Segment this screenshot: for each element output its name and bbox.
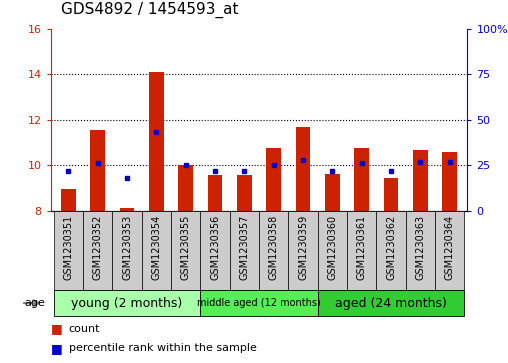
Bar (201, 211, 230, 290)
Bar (230, 211, 259, 290)
Text: GSM1230360: GSM1230360 (328, 215, 337, 280)
Bar (435, 211, 464, 290)
Text: ■: ■ (51, 322, 62, 335)
Bar (318, 211, 347, 290)
Text: GSM1230362: GSM1230362 (386, 215, 396, 280)
Text: GSM1230357: GSM1230357 (239, 215, 249, 280)
Bar (266, 148, 281, 211)
Bar (259, 211, 289, 290)
Bar (90, 130, 105, 211)
Text: young (2 months): young (2 months) (72, 297, 183, 310)
Bar (171, 211, 201, 290)
Bar (442, 152, 457, 211)
Bar (347, 211, 376, 290)
Text: GSM1230351: GSM1230351 (64, 215, 73, 280)
Text: count: count (69, 323, 100, 334)
Text: age: age (25, 298, 46, 308)
Text: GSM1230361: GSM1230361 (357, 215, 367, 280)
Bar (384, 178, 398, 211)
Bar (376, 211, 406, 290)
Text: GDS4892 / 1454593_at: GDS4892 / 1454593_at (61, 2, 238, 18)
Text: GSM1230354: GSM1230354 (151, 215, 162, 280)
Bar (54, 290, 201, 316)
Bar (83, 211, 112, 290)
Text: GSM1230353: GSM1230353 (122, 215, 132, 280)
Text: percentile rank within the sample: percentile rank within the sample (69, 343, 257, 354)
Bar (120, 208, 135, 211)
Bar (318, 290, 464, 316)
Text: GSM1230359: GSM1230359 (298, 215, 308, 280)
Bar (325, 174, 340, 211)
Bar (237, 175, 252, 211)
Bar (149, 72, 164, 211)
Bar (112, 211, 142, 290)
Bar (208, 175, 223, 211)
Bar (413, 150, 428, 211)
Bar (289, 211, 318, 290)
Text: middle aged (12 months): middle aged (12 months) (197, 298, 321, 308)
Text: GSM1230356: GSM1230356 (210, 215, 220, 280)
Bar (406, 211, 435, 290)
Bar (355, 148, 369, 211)
Bar (142, 211, 171, 290)
Bar (61, 189, 76, 211)
Text: GSM1230352: GSM1230352 (93, 215, 103, 280)
Text: aged (24 months): aged (24 months) (335, 297, 447, 310)
Text: GSM1230363: GSM1230363 (416, 215, 425, 280)
Text: ■: ■ (51, 342, 62, 355)
Bar (54, 211, 83, 290)
Text: GSM1230355: GSM1230355 (181, 215, 190, 280)
Bar (201, 290, 318, 316)
Text: GSM1230358: GSM1230358 (269, 215, 279, 280)
Bar (178, 165, 193, 211)
Bar (296, 127, 310, 211)
Text: GSM1230364: GSM1230364 (445, 215, 455, 280)
